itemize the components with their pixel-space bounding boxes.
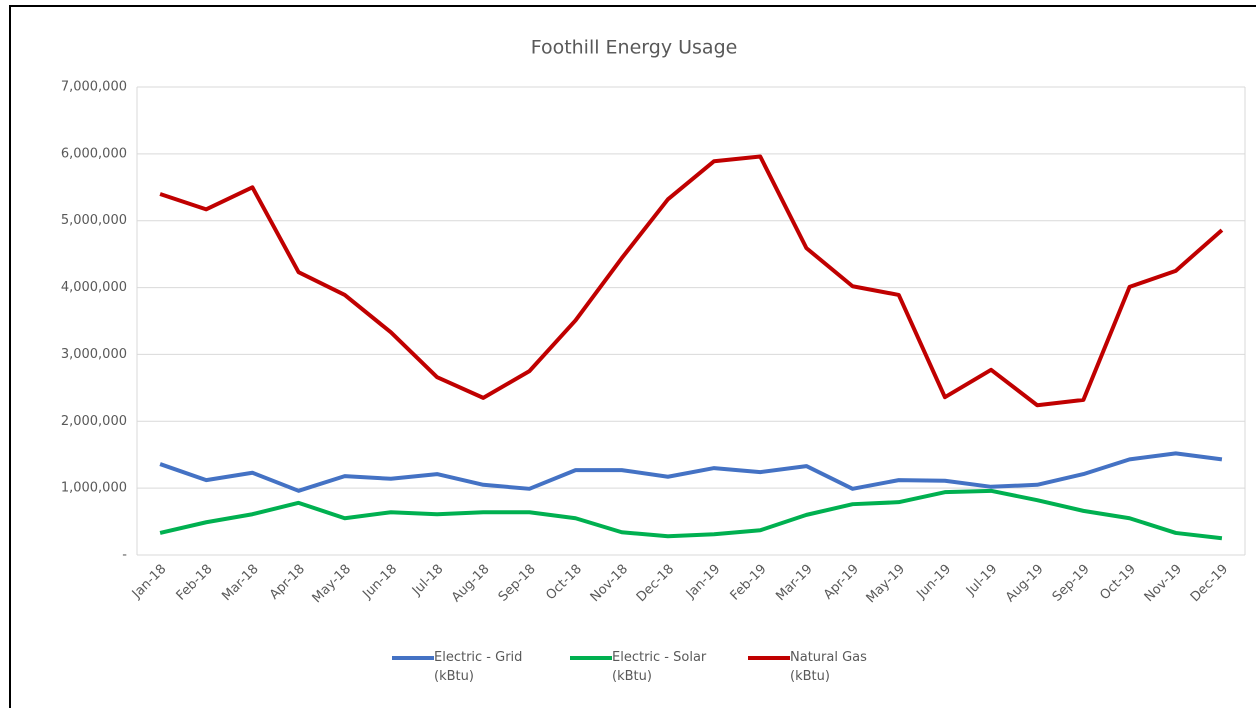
y-tick-label: 1,000,000 <box>61 481 127 496</box>
chart-frame <box>9 5 1256 708</box>
chart-title: Foothill Energy Usage <box>531 37 738 59</box>
legend-swatch <box>392 656 434 660</box>
legend-swatch <box>570 656 612 660</box>
y-tick-label: - <box>122 548 127 563</box>
y-tick-label: 5,000,000 <box>61 213 127 228</box>
legend-swatch <box>748 656 790 660</box>
y-tick-label: 4,000,000 <box>61 280 127 295</box>
legend-item: Natural Gas (kBtu) <box>748 648 902 686</box>
y-tick-label: 3,000,000 <box>61 347 127 362</box>
series-line <box>159 451 1223 493</box>
y-tick-label: 7,000,000 <box>61 80 127 95</box>
series-line <box>159 154 1224 408</box>
legend-item: Electric - Solar (kBtu) <box>570 648 724 686</box>
legend-label: Natural Gas (kBtu) <box>790 650 867 684</box>
legend-label: Electric - Grid (kBtu) <box>434 650 523 684</box>
y-tick-label: 6,000,000 <box>61 146 127 161</box>
series-line <box>159 488 1223 541</box>
legend-label: Electric - Solar (kBtu) <box>612 650 707 684</box>
legend-item: Electric - Grid (kBtu) <box>392 648 546 686</box>
y-tick-label: 2,000,000 <box>61 414 127 429</box>
